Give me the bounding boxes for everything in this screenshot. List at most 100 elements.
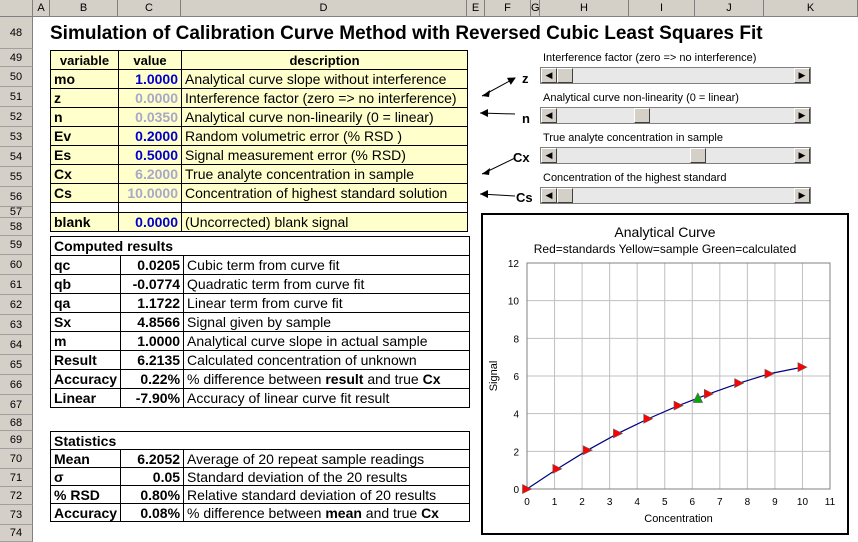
column-header-e[interactable]: E (467, 0, 485, 17)
variable-cell[interactable]: qc (49, 255, 122, 275)
row-header-51[interactable]: 51 (0, 87, 33, 107)
scroll-left-icon[interactable]: ◀ (541, 148, 557, 163)
value-cell[interactable]: 0.0000 (118, 212, 182, 232)
value-cell[interactable]: 0.22% (120, 369, 185, 389)
value-cell[interactable]: 6.2052 (120, 449, 185, 468)
parameter-slider[interactable]: ◀ ▶ (540, 67, 811, 84)
variable-cell[interactable]: % RSD (49, 485, 122, 504)
value-cell[interactable]: 1.1722 (120, 293, 185, 313)
row-header-59[interactable]: 59 (0, 236, 33, 255)
row-header-61[interactable]: 61 (0, 275, 33, 295)
variable-cell[interactable]: z (50, 88, 119, 108)
row-header-67[interactable]: 67 (0, 395, 33, 415)
column-header-d[interactable]: D (181, 0, 467, 17)
variable-cell[interactable]: Result (49, 350, 122, 370)
scroll-right-icon[interactable]: ▶ (794, 188, 810, 203)
row-header-72[interactable]: 72 (0, 487, 33, 505)
value-cell[interactable]: 10.0000 (118, 183, 182, 203)
row-header-69[interactable]: 69 (0, 431, 33, 449)
row-header-50[interactable]: 50 (0, 67, 33, 87)
column-header-a[interactable]: A (33, 0, 50, 17)
description-cell[interactable]: Concentration of highest standard soluti… (181, 183, 468, 203)
column-header-h[interactable]: H (540, 0, 629, 17)
description-cell[interactable]: Cubic term from curve fit (183, 255, 471, 275)
variable-cell[interactable]: m (49, 331, 122, 351)
row-header-52[interactable]: 52 (0, 107, 33, 127)
variable-cell[interactable]: Sx (49, 312, 122, 332)
slider-thumb[interactable] (557, 188, 573, 203)
row-header-60[interactable]: 60 (0, 255, 33, 275)
description-cell[interactable]: Analytical curve non-linearily (0 = line… (181, 107, 468, 127)
column-header-c[interactable]: C (118, 0, 181, 17)
parameter-slider[interactable]: ◀ ▶ (540, 187, 811, 204)
description-cell[interactable]: Analytical curve slope without interfere… (181, 69, 468, 89)
description-cell[interactable]: Signal measurement error (% RSD) (181, 145, 468, 165)
variable-cell[interactable]: Cx (50, 164, 119, 184)
description-cell[interactable]: Average of 20 repeat sample readings (183, 449, 471, 468)
parameter-slider[interactable]: ◀ ▶ (540, 147, 811, 164)
row-header-63[interactable]: 63 (0, 315, 33, 335)
scroll-right-icon[interactable]: ▶ (794, 148, 810, 163)
scroll-left-icon[interactable]: ◀ (541, 68, 557, 83)
row-header-71[interactable]: 71 (0, 469, 33, 487)
variable-cell[interactable]: σ (49, 467, 122, 486)
variable-cell[interactable]: Accuracy (49, 369, 122, 389)
column-header-k[interactable]: K (764, 0, 858, 17)
row-header-58[interactable]: 58 (0, 218, 33, 236)
variable-cell[interactable]: qb (49, 274, 122, 294)
row-header-49[interactable]: 49 (0, 49, 33, 67)
value-cell[interactable]: 0.2000 (118, 126, 182, 146)
description-cell[interactable]: (Uncorrected) blank signal (181, 212, 468, 232)
description-cell[interactable]: True analyte concentration in sample (181, 164, 468, 184)
variable-cell[interactable]: Mean (49, 449, 122, 468)
row-header-48[interactable]: 48 (0, 17, 33, 49)
value-cell[interactable]: 6.2000 (118, 164, 182, 184)
variable-cell[interactable]: Accuracy (49, 503, 122, 522)
row-header-74[interactable]: 74 (0, 525, 33, 542)
column-header-i[interactable]: I (629, 0, 695, 17)
description-cell[interactable]: % difference between result and true Cx (183, 369, 471, 389)
parameter-slider[interactable]: ◀ ▶ (540, 107, 811, 124)
variable-cell[interactable]: n (50, 107, 119, 127)
slider-thumb[interactable] (634, 108, 650, 123)
row-header-64[interactable]: 64 (0, 335, 33, 355)
column-header-b[interactable]: B (50, 0, 118, 17)
value-cell[interactable]: 1.0000 (118, 69, 182, 89)
description-cell[interactable]: Quadratic term from curve fit (183, 274, 471, 294)
value-cell[interactable]: 0.80% (120, 485, 185, 504)
row-header-57[interactable]: 57 (0, 207, 33, 218)
variable-cell[interactable]: qa (49, 293, 122, 313)
description-cell[interactable]: Linear term from curve fit (183, 293, 471, 313)
row-header-68[interactable]: 68 (0, 415, 33, 431)
value-cell[interactable]: 0.5000 (118, 145, 182, 165)
value-cell[interactable]: 6.2135 (120, 350, 185, 370)
row-header-56[interactable]: 56 (0, 187, 33, 207)
value-cell[interactable]: 0.0205 (120, 255, 185, 275)
description-cell[interactable]: Accuracy of linear curve fit result (183, 388, 471, 408)
variable-cell[interactable]: blank (50, 212, 119, 232)
column-header-g[interactable]: G (531, 0, 540, 17)
column-header-j[interactable]: J (695, 0, 764, 17)
scroll-right-icon[interactable]: ▶ (794, 108, 810, 123)
value-cell[interactable]: 0.08% (120, 503, 185, 522)
description-cell[interactable]: Calculated concentration of unknown (183, 350, 471, 370)
slider-thumb[interactable] (690, 148, 706, 163)
row-header-54[interactable]: 54 (0, 147, 33, 167)
scroll-left-icon[interactable]: ◀ (541, 108, 557, 123)
value-cell[interactable]: 1.0000 (120, 331, 185, 351)
description-cell[interactable]: Standard deviation of the 20 results (183, 467, 471, 486)
value-cell[interactable]: 4.8566 (120, 312, 185, 332)
variable-cell[interactable]: Es (50, 145, 119, 165)
scroll-right-icon[interactable]: ▶ (794, 68, 810, 83)
scroll-left-icon[interactable]: ◀ (541, 188, 557, 203)
variable-cell[interactable]: Cs (50, 183, 119, 203)
row-header-70[interactable]: 70 (0, 449, 33, 469)
value-cell[interactable]: -7.90% (120, 388, 185, 408)
row-header-55[interactable]: 55 (0, 167, 33, 187)
row-header-53[interactable]: 53 (0, 127, 33, 147)
column-header-f[interactable]: F (485, 0, 531, 17)
description-cell[interactable]: Random volumetric error (% RSD ) (181, 126, 468, 146)
description-cell[interactable]: Analytical curve slope in actual sample (183, 331, 471, 351)
value-cell[interactable]: 0.0350 (118, 107, 182, 127)
value-cell[interactable]: -0.0774 (120, 274, 185, 294)
